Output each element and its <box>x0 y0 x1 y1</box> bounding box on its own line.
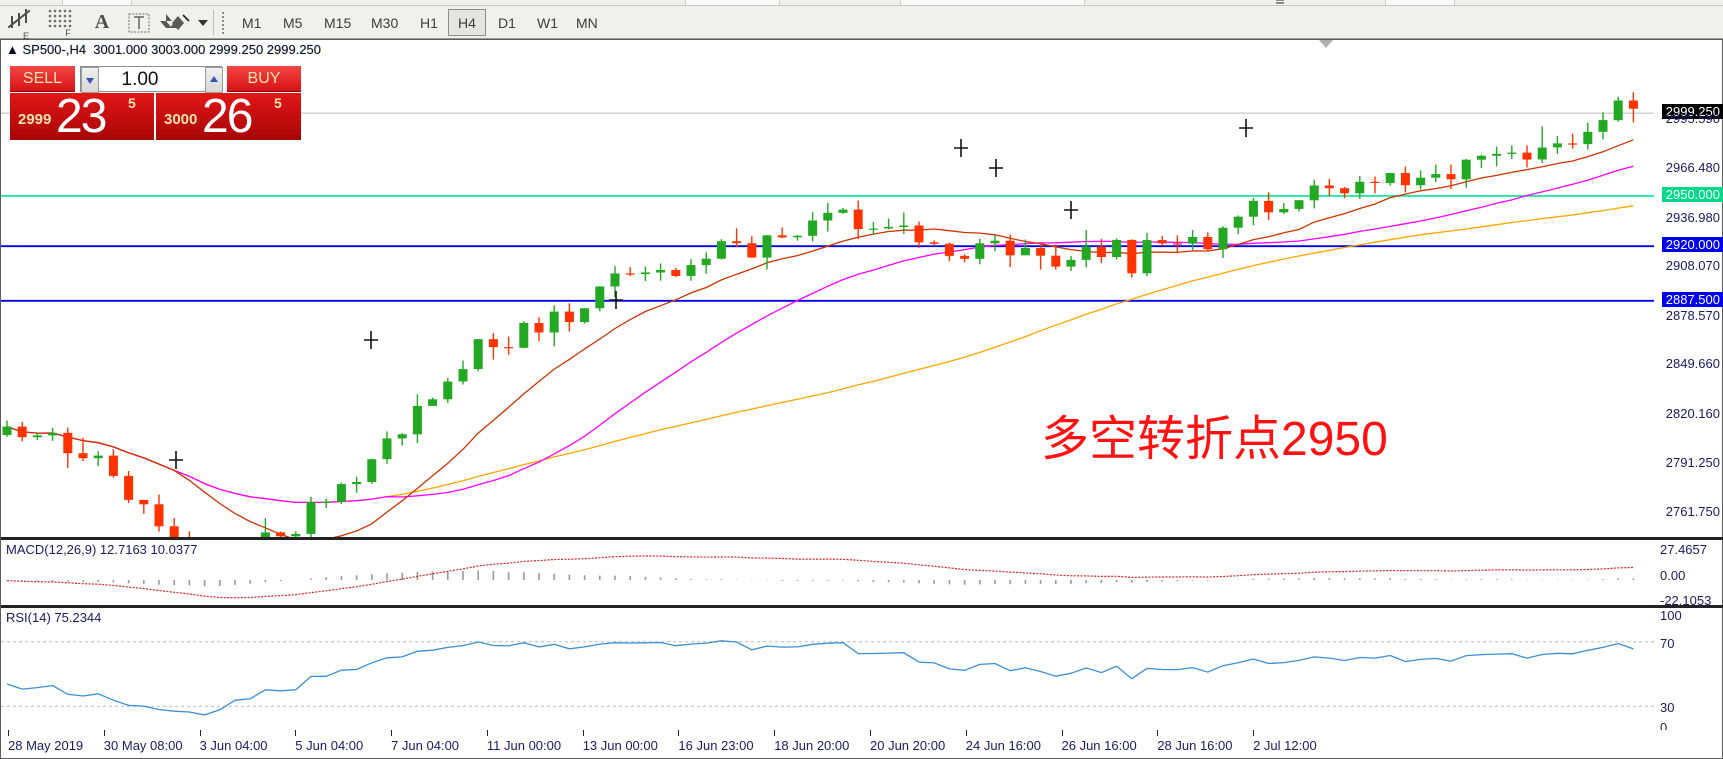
svg-text:多空转折点2950: 多空转折点2950 <box>1041 413 1388 466</box>
svg-text:F: F <box>65 28 71 38</box>
